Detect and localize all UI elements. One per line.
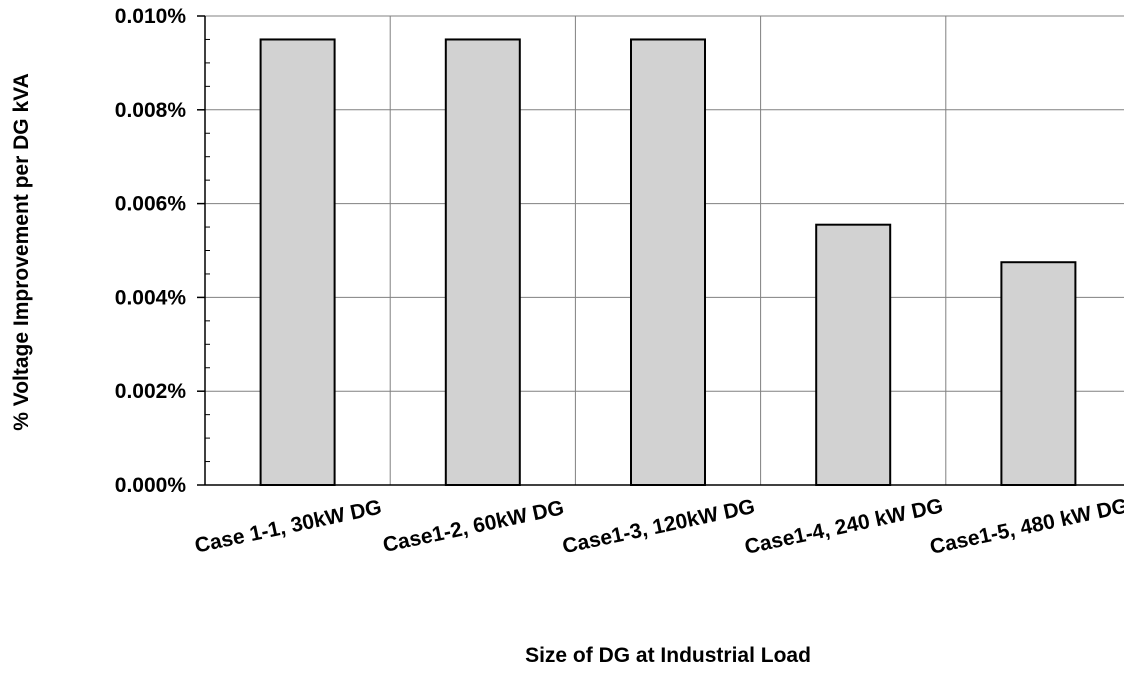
bar-5 bbox=[1000, 261, 1077, 486]
y-tick-label: 0.002% bbox=[115, 380, 187, 403]
bar-1 bbox=[259, 38, 336, 486]
y-tick-label: 0.008% bbox=[115, 99, 187, 122]
x-tick-label: Case 1-1, 30kW DG bbox=[193, 496, 384, 558]
axes bbox=[197, 15, 1124, 486]
x-tick-label: Case1-5, 480 kW DG bbox=[928, 494, 1124, 558]
bars bbox=[259, 38, 1077, 487]
y-tick-label: 0.000% bbox=[115, 474, 187, 497]
y-tick-label: 0.010% bbox=[115, 5, 187, 28]
y-axis-title: % Voltage Improvement per DG kVA bbox=[10, 73, 33, 430]
bar-3 bbox=[630, 38, 706, 486]
y-tick-label: 0.004% bbox=[115, 286, 187, 309]
x-tick-label: Case1-3, 120kW DG bbox=[560, 495, 757, 558]
x-axis-title: Size of DG at Industrial Load bbox=[525, 644, 811, 667]
x-tick-label: Case1-2, 60kW DG bbox=[381, 496, 566, 557]
y-tick-label: 0.006% bbox=[115, 193, 187, 216]
bar-4 bbox=[815, 223, 892, 487]
x-tick-label: Case1-4, 240 kW DG bbox=[743, 494, 945, 558]
bar-2 bbox=[444, 38, 521, 486]
